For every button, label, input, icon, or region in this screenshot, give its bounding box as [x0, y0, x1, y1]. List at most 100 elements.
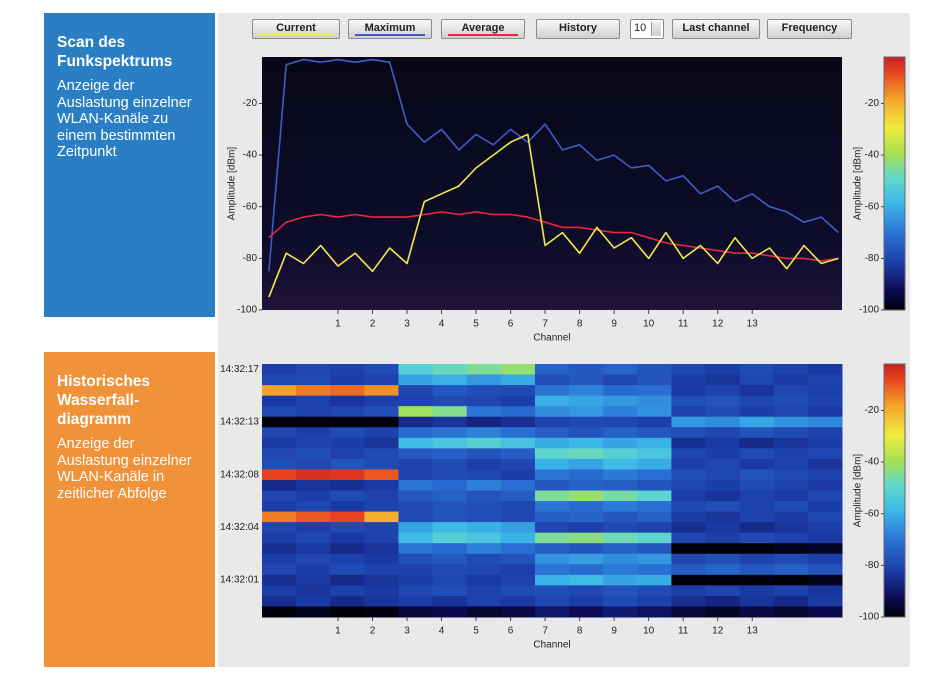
- heatmap-cell: [330, 585, 365, 596]
- heatmap-cell: [603, 596, 638, 607]
- heatmap-cell: [330, 512, 365, 523]
- heatmap-cell: [467, 396, 502, 407]
- heatmap-cell: [603, 480, 638, 491]
- heatmap-cell: [296, 543, 331, 554]
- heatmap-cell: [262, 364, 297, 375]
- heatmap-cell: [262, 554, 297, 565]
- legend-button[interactable]: Average: [441, 19, 525, 39]
- heatmap-cell: [569, 438, 604, 449]
- heatmap-cell: [603, 543, 638, 554]
- heatmap-cell: [364, 459, 399, 470]
- heatmap-cell: [603, 406, 638, 417]
- x-tick-label: 12: [712, 626, 724, 637]
- heatmap-cell: [740, 554, 775, 565]
- heatmap-cell: [535, 522, 570, 533]
- heatmap-cell: [535, 417, 570, 428]
- heatmap-cell: [296, 501, 331, 512]
- heatmap-cell: [398, 417, 433, 428]
- heatmap-cell: [535, 385, 570, 396]
- heatmap-cell: [262, 469, 297, 480]
- heatmap-cell: [774, 385, 809, 396]
- y-tick-label: -20: [243, 98, 258, 109]
- toolbar-button[interactable]: Frequency: [767, 19, 852, 39]
- legend-button[interactable]: Current: [252, 19, 340, 39]
- heatmap-cell: [671, 385, 706, 396]
- heatmap-cell: [433, 522, 468, 533]
- heatmap-cell: [569, 417, 604, 428]
- heatmap-cell: [262, 522, 297, 533]
- heatmap-cell: [398, 448, 433, 459]
- heatmap-cell: [535, 575, 570, 586]
- heatmap-cell: [603, 396, 638, 407]
- heatmap-cell: [296, 512, 331, 523]
- heatmap-cell: [706, 427, 741, 438]
- heatmap-cell: [774, 480, 809, 491]
- x-axis-label: Channel: [533, 640, 570, 651]
- x-tick-label: 13: [747, 626, 759, 637]
- heatmap-cell: [637, 417, 672, 428]
- heatmap-cell: [603, 585, 638, 596]
- heatmap-cell: [671, 596, 706, 607]
- heatmap-cell: [706, 480, 741, 491]
- x-tick-label: 8: [577, 626, 583, 637]
- heatmap-cell: [433, 459, 468, 470]
- heatmap-cell: [706, 417, 741, 428]
- heatmap-cell: [330, 469, 365, 480]
- time-label: 14:32:17: [220, 364, 259, 375]
- heatmap-cell: [637, 406, 672, 417]
- heatmap-cell: [603, 501, 638, 512]
- heatmap-cell: [569, 480, 604, 491]
- heatmap-cell: [398, 596, 433, 607]
- y-tick-label: -80: [243, 253, 258, 264]
- heatmap-cell: [364, 469, 399, 480]
- heatmap-cell: [774, 417, 809, 428]
- heatmap-cell: [296, 533, 331, 544]
- heatmap-cell: [262, 606, 297, 617]
- heatmap-cell: [603, 427, 638, 438]
- heatmap-cell: [637, 501, 672, 512]
- heatmap-cell: [364, 448, 399, 459]
- heatmap-cell: [535, 606, 570, 617]
- spinner-arrows[interactable]: [651, 22, 661, 36]
- heatmap-cell: [501, 364, 536, 375]
- heatmap-cell: [535, 459, 570, 470]
- heatmap-cell: [262, 480, 297, 491]
- heatmap-cell: [706, 501, 741, 512]
- heatmap-cell: [637, 596, 672, 607]
- x-tick-label: 7: [542, 319, 548, 330]
- heatmap-cell: [501, 375, 536, 386]
- heatmap-cell: [433, 396, 468, 407]
- toolbar-button[interactable]: Last channel: [672, 19, 760, 39]
- heatmap-cell: [398, 375, 433, 386]
- heatmap-cell: [535, 512, 570, 523]
- heatmap-cell: [603, 512, 638, 523]
- heatmap-cell: [808, 512, 843, 523]
- heatmap-cell: [398, 522, 433, 533]
- interval-spinner[interactable]: 10: [630, 19, 664, 39]
- heatmap-cell: [774, 533, 809, 544]
- heatmap-cell: [706, 564, 741, 575]
- heatmap-cell: [740, 427, 775, 438]
- heatmap-cell: [706, 448, 741, 459]
- heatmap-cell: [330, 596, 365, 607]
- legend-button[interactable]: Maximum: [348, 19, 432, 39]
- heatmap-cell: [740, 522, 775, 533]
- heatmap-cell: [296, 606, 331, 617]
- heatmap-cell: [398, 480, 433, 491]
- panel-title: Scan des Funkspektrums: [57, 33, 205, 71]
- heatmap-cell: [433, 491, 468, 502]
- toolbar-button[interactable]: History: [536, 19, 620, 39]
- heatmap-cell: [467, 543, 502, 554]
- heatmap-cell: [296, 596, 331, 607]
- heatmap-cell: [364, 417, 399, 428]
- heatmap-cell: [501, 417, 536, 428]
- heatmap-cell: [398, 533, 433, 544]
- heatmap-cell: [808, 406, 843, 417]
- heatmap-cell: [398, 501, 433, 512]
- heatmap-cell: [501, 396, 536, 407]
- heatmap-cell: [637, 469, 672, 480]
- heatmap-cell: [296, 459, 331, 470]
- heatmap-cell: [671, 564, 706, 575]
- heatmap-cell: [296, 575, 331, 586]
- x-tick-label: 2: [370, 319, 376, 330]
